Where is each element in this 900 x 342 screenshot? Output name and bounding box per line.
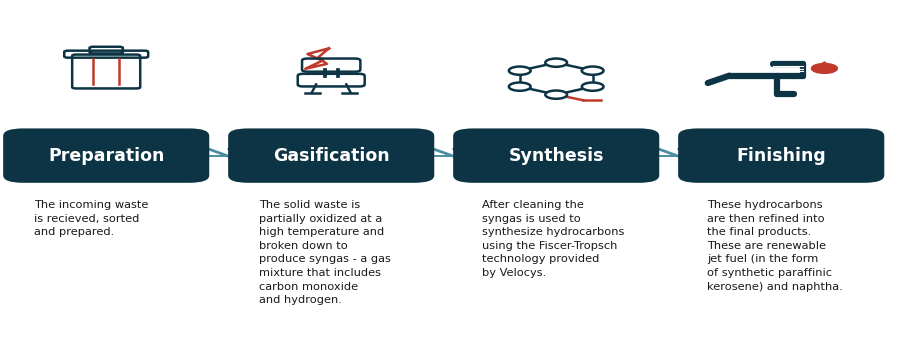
Text: These hydrocarbons
are then refined into
the final products.
These are renewable: These hydrocarbons are then refined into… [707,200,842,292]
Circle shape [812,64,837,73]
Circle shape [581,67,604,75]
Text: Synthesis: Synthesis [508,147,604,165]
Text: The incoming waste
is recieved, sorted
and prepared.: The incoming waste is recieved, sorted a… [33,200,148,237]
Circle shape [508,67,531,75]
FancyBboxPatch shape [679,129,884,183]
Polygon shape [815,62,833,68]
Text: The solid waste is
partially oxidized at a
high temperature and
broken down to
p: The solid waste is partially oxidized at… [259,200,391,305]
FancyBboxPatch shape [3,129,209,183]
Text: Preparation: Preparation [48,147,165,165]
Circle shape [581,82,604,91]
Text: Finishing: Finishing [736,147,826,165]
FancyBboxPatch shape [228,129,434,183]
Circle shape [545,58,567,67]
FancyBboxPatch shape [453,129,659,183]
Circle shape [508,82,531,91]
Text: Gasification: Gasification [273,147,390,165]
Text: After cleaning the
syngas is used to
synthesize hydrocarbons
using the Fiscer-Tr: After cleaning the syngas is used to syn… [482,200,625,278]
Circle shape [545,91,567,99]
